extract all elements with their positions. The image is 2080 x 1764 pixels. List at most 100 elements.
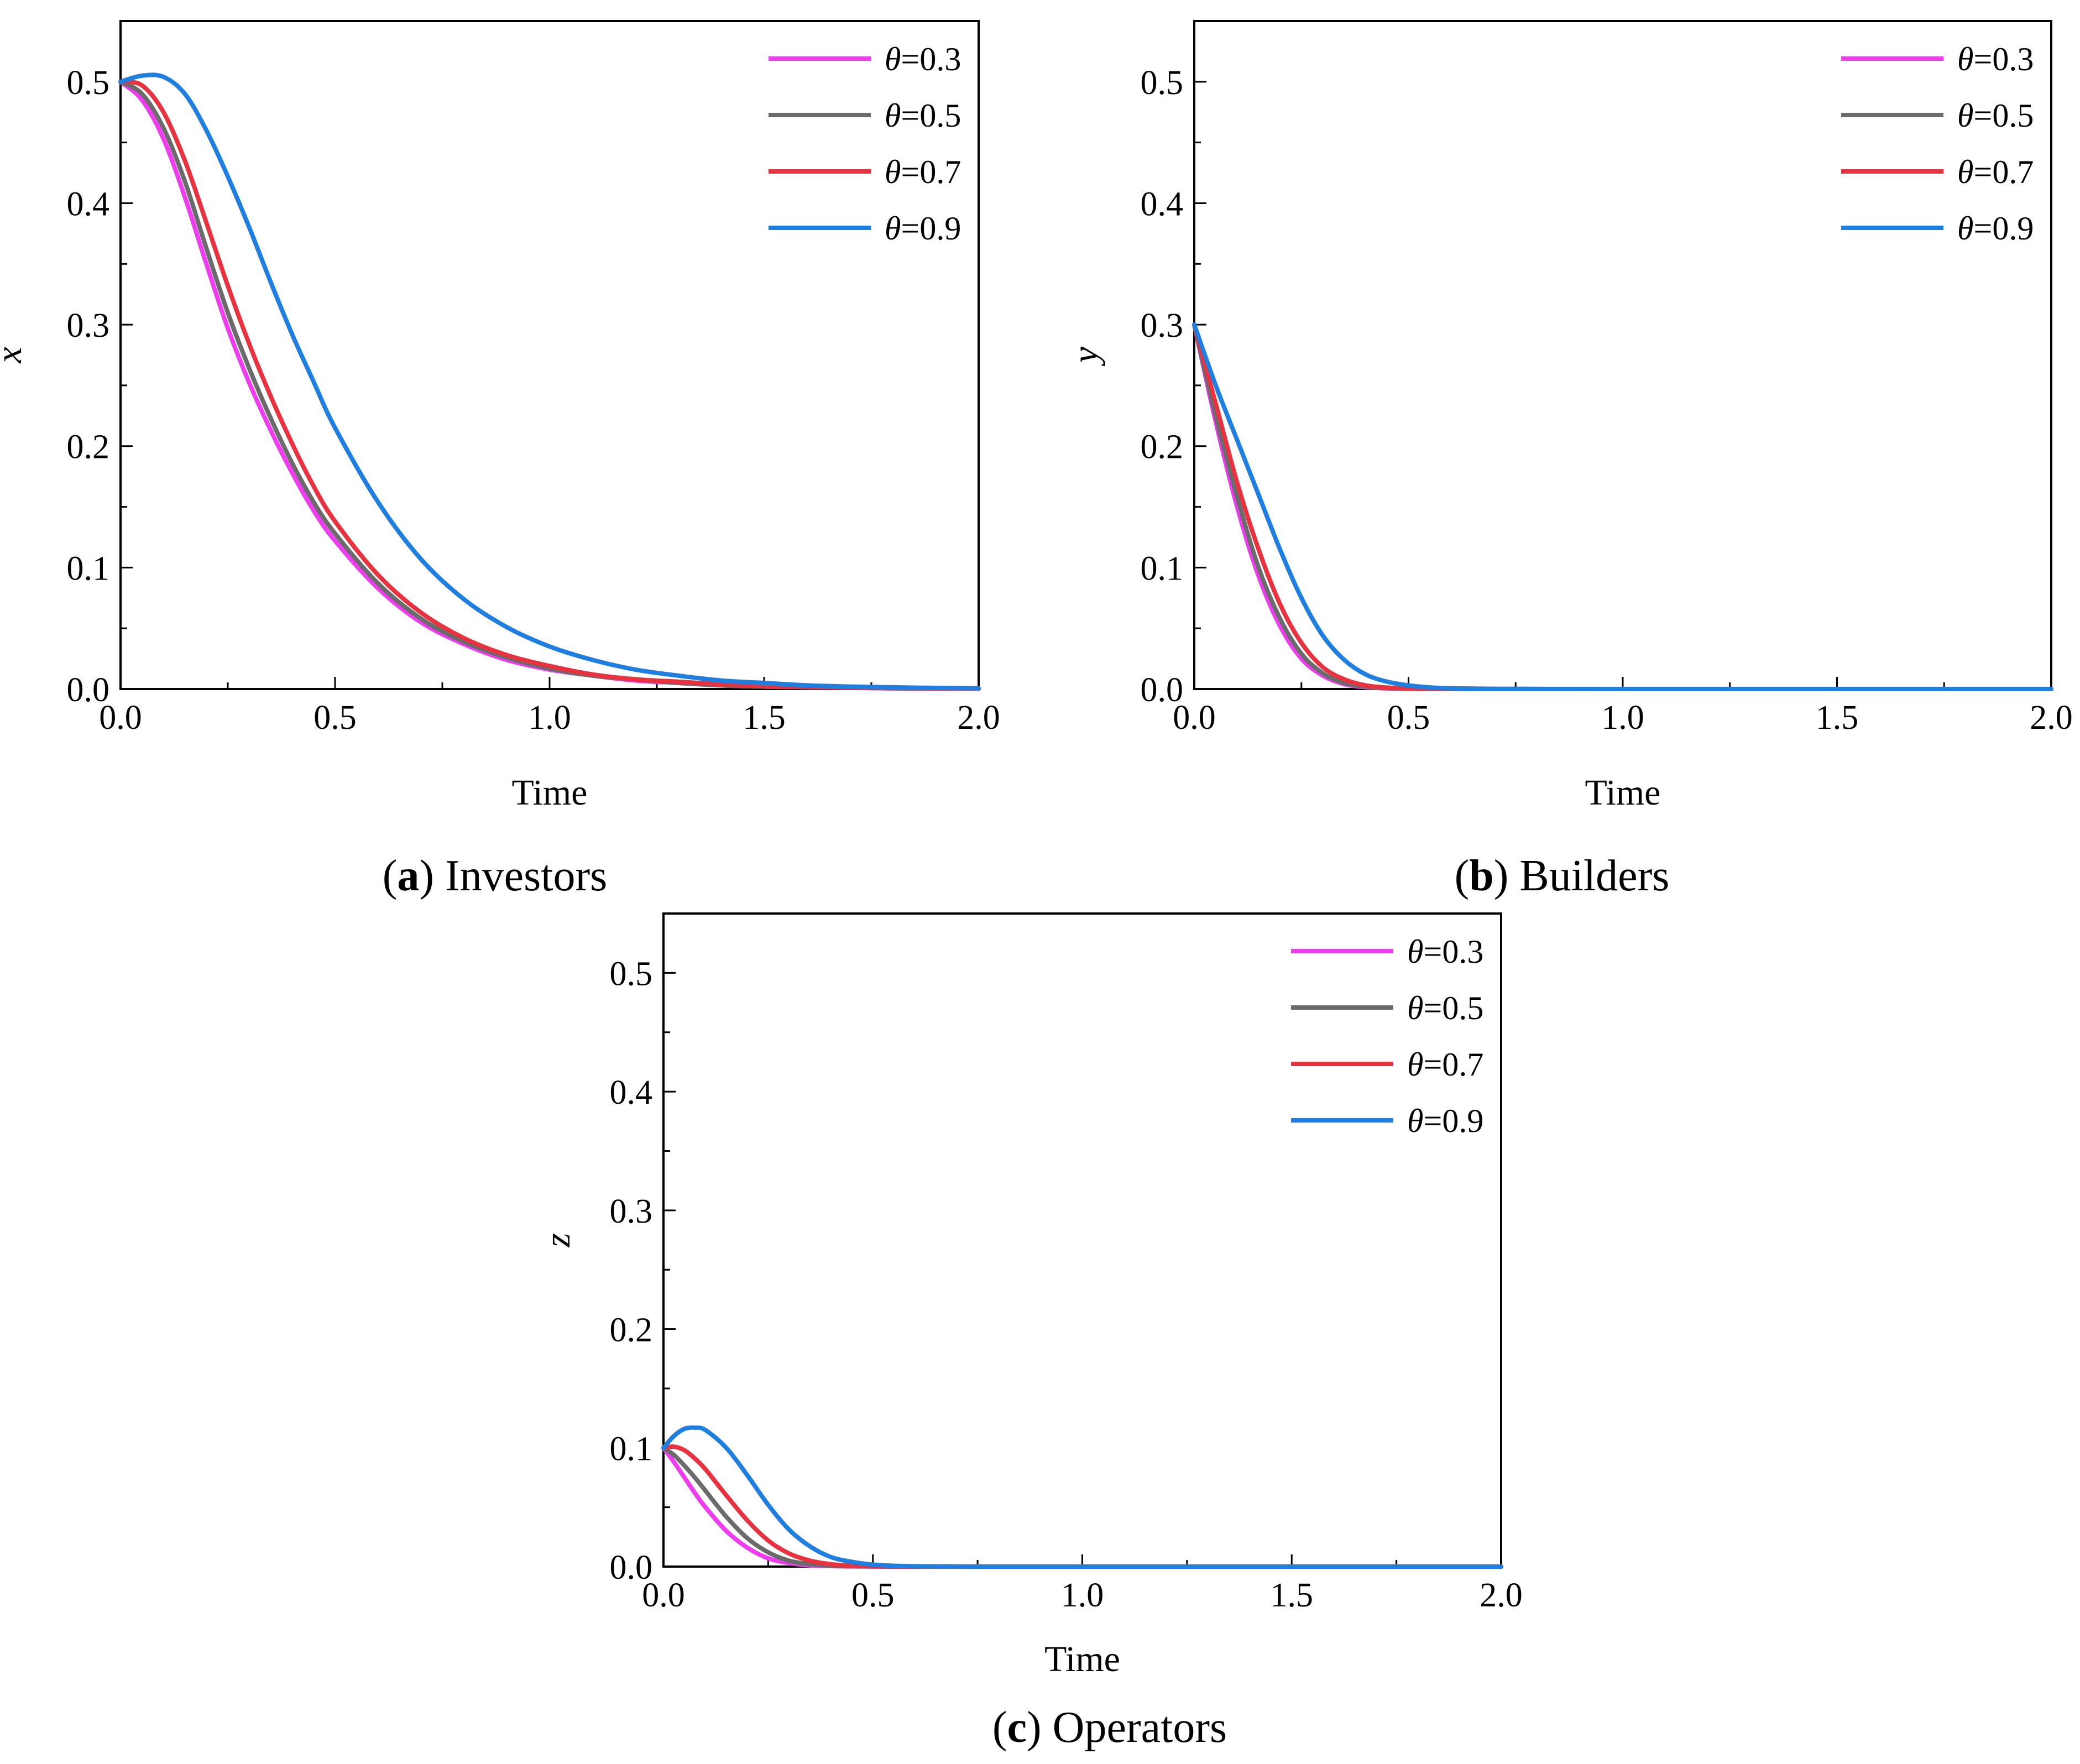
plot-frame <box>119 20 980 690</box>
legend-value: =0.3 <box>901 41 961 77</box>
legend-value: =0.3 <box>1423 933 1483 970</box>
series-line-theta-0-5 <box>661 1445 1503 1569</box>
legend-theta-symbol: θ <box>1957 41 1973 77</box>
caption-letter: c <box>1007 1703 1027 1752</box>
y-tick-label: 0.0 <box>67 671 110 709</box>
y-tick-label: 0.5 <box>67 64 110 102</box>
legend-label: θ=0.7 <box>1407 1046 1483 1083</box>
legend-value: =0.7 <box>901 154 961 190</box>
y-tick-label: 0.2 <box>1141 429 1184 466</box>
caption-paren-open: ( <box>1455 852 1470 900</box>
x-tick-label: 0.5 <box>851 1577 895 1614</box>
legend-theta-symbol: θ <box>1957 210 1973 247</box>
legend-theta-symbol: θ <box>885 97 901 134</box>
caption-paren-close: ) <box>1494 852 1520 900</box>
legend-value: =0.5 <box>1423 990 1483 1026</box>
panel-caption: (c) Operators <box>992 1703 1227 1752</box>
x-tick-label: 0.5 <box>313 699 357 737</box>
x-tick-label: 2.0 <box>957 699 1000 737</box>
panel-caption: (a) Investors <box>383 852 608 900</box>
x-tick-label: 2.0 <box>1480 1577 1523 1614</box>
caption-paren-close: ) <box>1027 1703 1053 1752</box>
legend-value: =0.9 <box>901 210 961 247</box>
caption-title: Builders <box>1519 852 1669 900</box>
y-tick-label: 0.0 <box>610 1549 653 1586</box>
y-tick-label: 0.2 <box>67 429 110 466</box>
legend-value: =0.9 <box>1423 1103 1483 1139</box>
chart-panel-c: 0.0 0.5 1.0 1.5 2.00.00.10.20.30.40.5Timezθ=… <box>537 912 1523 1752</box>
legend-theta-symbol: θ <box>885 210 901 247</box>
legend-value: =0.5 <box>1973 97 2034 134</box>
caption-title: Investors <box>445 852 607 900</box>
legend-theta-symbol: θ <box>885 41 901 77</box>
y-axis-label: z <box>537 1233 578 1248</box>
legend-label: θ=0.9 <box>1407 1103 1483 1139</box>
x-tick-label: 1.5 <box>1271 1577 1314 1614</box>
y-tick-label: 0.4 <box>1141 185 1184 223</box>
legend-theta-symbol: θ <box>1407 1103 1423 1139</box>
legend-label: θ=0.9 <box>1957 210 2034 247</box>
legend-label: θ=0.9 <box>885 210 961 247</box>
chart-panel-b: 0.0 0.5 1.0 1.5 2.00.00.10.20.30.40.5Timeyθ=… <box>1065 20 2073 900</box>
legend-theta-symbol: θ <box>1957 97 1973 134</box>
caption-letter: a <box>397 852 419 900</box>
legend-label: θ=0.3 <box>1957 41 2034 77</box>
legend-label: θ=0.5 <box>885 97 961 134</box>
x-tick-label: 1.0 <box>1061 1577 1104 1614</box>
x-tick-label: 0.5 <box>1387 699 1430 737</box>
caption-letter: b <box>1469 852 1494 900</box>
series-line-theta-0-3 <box>661 1445 1503 1569</box>
legend-theta-symbol: θ <box>1957 154 1973 190</box>
x-axis-label: Time <box>512 773 588 813</box>
legend-label: θ=0.3 <box>1407 933 1483 970</box>
x-tick-label: 0.0 <box>99 699 142 737</box>
series-line-theta-0-9 <box>661 1425 1503 1569</box>
series-line-theta-0-9 <box>118 72 981 691</box>
plot-frame <box>1193 20 2052 690</box>
x-axis-label: Time <box>1585 773 1661 813</box>
legend-label: θ=0.7 <box>885 154 961 190</box>
y-tick-label: 0.4 <box>67 185 110 223</box>
legend-value: =0.5 <box>901 97 961 134</box>
x-tick-label: 1.5 <box>743 699 786 737</box>
x-tick-label: 0.0 <box>642 1577 685 1614</box>
y-axis-label: y <box>1065 347 1106 367</box>
legend-value: =0.7 <box>1973 154 2034 190</box>
x-axis-label: Time <box>1044 1639 1120 1679</box>
caption-paren-open: ( <box>992 1703 1007 1752</box>
x-tick-label: 1.0 <box>528 699 571 737</box>
y-tick-label: 0.1 <box>67 550 110 587</box>
caption-paren-open: ( <box>383 852 398 900</box>
caption-title: Operators <box>1053 1703 1227 1752</box>
x-tick-label: 0.0 <box>1173 699 1216 737</box>
legend-theta-symbol: θ <box>1407 933 1423 970</box>
y-tick-label: 0.4 <box>610 1074 653 1111</box>
legend-value: =0.3 <box>1973 41 2034 77</box>
x-tick-label: 2.0 <box>2030 699 2073 737</box>
y-tick-label: 0.0 <box>1141 671 1184 709</box>
y-tick-label: 0.5 <box>610 955 653 993</box>
legend-value: =0.9 <box>1973 210 2034 247</box>
legend-theta-symbol: θ <box>885 154 901 190</box>
y-tick-label: 0.3 <box>1141 307 1184 345</box>
y-tick-label: 0.3 <box>610 1193 653 1230</box>
x-tick-label: 1.5 <box>1816 699 1859 737</box>
y-tick-label: 0.5 <box>1141 64 1184 102</box>
legend-label: θ=0.7 <box>1957 154 2034 190</box>
plot-frame <box>662 912 1502 1568</box>
chart-panel-a: 0.00.51.01.52.00.00.10.20.30.40.5Timexθ=… <box>0 20 1000 900</box>
legend-theta-symbol: θ <box>1407 990 1423 1026</box>
legend-label: θ=0.3 <box>885 41 961 77</box>
series-line-theta-0-9 <box>1192 322 2053 692</box>
caption-paren-close: ) <box>419 852 445 900</box>
y-tick-label: 0.3 <box>67 307 110 345</box>
series-line-theta-0-7 <box>661 1444 1503 1569</box>
legend-theta-symbol: θ <box>1407 1046 1423 1083</box>
y-tick-label: 0.2 <box>610 1312 653 1349</box>
legend-label: θ=0.5 <box>1407 990 1483 1026</box>
y-tick-label: 0.1 <box>610 1430 653 1468</box>
x-tick-label: 1.0 <box>1601 699 1644 737</box>
y-axis-label: x <box>0 347 29 363</box>
y-tick-label: 0.1 <box>1141 550 1184 587</box>
